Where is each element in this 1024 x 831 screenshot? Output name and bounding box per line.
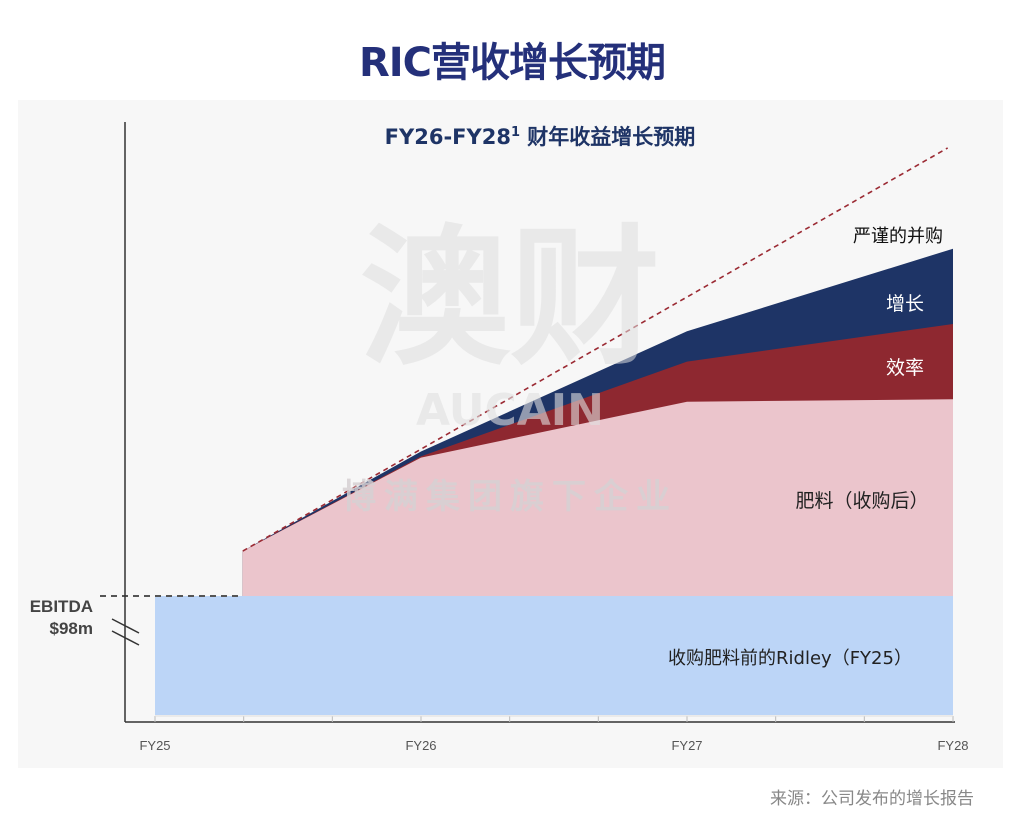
chart-title-suffix: 财年收益增长预期 (520, 125, 695, 149)
watermark-latin: AUCAIN (416, 385, 604, 436)
acquisition-dashed-line (242, 147, 949, 552)
watermark-sub: 博满集团旗下企业 (342, 477, 678, 517)
area-ridley-fy25 (155, 596, 953, 715)
axis-break-mark (111, 630, 140, 646)
watermark: 澳财 AUCAIN 博满集团旗下企业 (342, 212, 678, 517)
y-label-ebitda: EBITDA (30, 597, 93, 616)
x-tick-label: FY28 (937, 738, 968, 753)
label-fertilizer: 肥料（收购后） (795, 490, 928, 512)
label-ridley-fy25: 收购肥料前的Ridley（FY25） (668, 648, 912, 669)
x-tick-label: FY26 (405, 738, 436, 753)
x-tick-label: FY27 (671, 738, 702, 753)
page-title: RIC营收增长预期 (358, 40, 666, 86)
label-acquisition: 严谨的并购 (853, 226, 943, 247)
label-efficiency: 效率 (886, 357, 924, 379)
chart-title-main: FY26-FY28 (385, 125, 511, 149)
area-fertilizer (242, 399, 953, 596)
chart-title: FY26-FY281 财年收益增长预期 (385, 125, 696, 149)
axis-break-mark (111, 618, 140, 634)
source-note: 来源：公司发布的增长报告 (770, 789, 974, 809)
label-growth: 增长 (886, 293, 924, 315)
y-label-value: $98m (50, 619, 93, 638)
chart-title-sup: 1 (511, 125, 520, 140)
x-tick-label: FY25 (139, 738, 170, 753)
watermark-main: 澳财 (360, 212, 660, 386)
